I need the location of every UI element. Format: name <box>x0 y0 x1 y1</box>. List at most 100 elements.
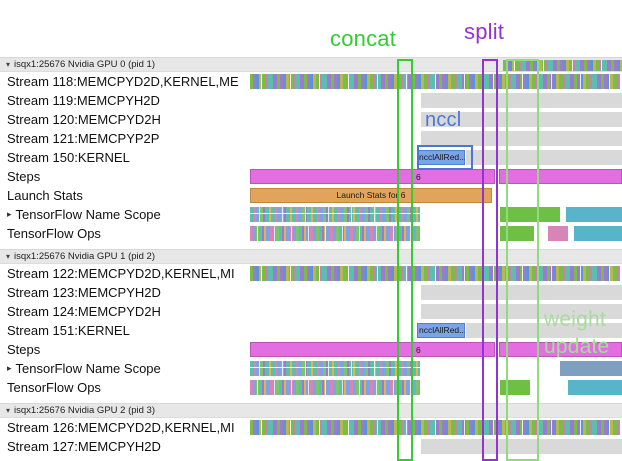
gpu-section: ▾ isqx1:25676 Nvidia GPU 1 (pid 2) Stream … <box>0 249 622 397</box>
idle-band <box>421 304 622 319</box>
trace-event-cluster[interactable] <box>503 60 622 71</box>
nccl-annotation: nccl <box>425 109 462 131</box>
row-label: Stream 119:MEMCPYH2D <box>0 91 248 110</box>
nccl-allreduce-bar[interactable]: ncclAllRed... <box>417 323 465 338</box>
row-timeline <box>248 205 622 224</box>
section-header[interactable]: ▾ isqx1:25676 Nvidia GPU 1 (pid 2) <box>0 249 622 264</box>
row-timeline <box>248 378 622 397</box>
idle-band <box>421 439 622 454</box>
trace-row: Stream 150:KERNEL ncclAllRed... <box>0 148 622 167</box>
weight-update-line1: weight <box>544 308 606 331</box>
steps-bar[interactable]: 6 <box>250 169 495 184</box>
tf-op-bar[interactable] <box>574 226 622 241</box>
nccl-allreduce-bar[interactable]: ncclAllRed... <box>417 150 465 165</box>
section-title: isqx1:25676 Nvidia GPU 2 (pid 3) <box>14 405 156 416</box>
row-label-text: Stream 151:KERNEL <box>7 323 130 338</box>
section-header[interactable]: ▾ isqx1:25676 Nvidia GPU 0 (pid 1) <box>0 57 622 72</box>
trace-row: Stream 118:MEMCPYD2D,KERNEL,ME <box>0 72 622 91</box>
idle-band <box>421 131 622 146</box>
trace-row: Stream 124:MEMCPYD2H <box>0 302 622 321</box>
trace-event-label: ncclAllRed... <box>419 152 465 163</box>
section-header[interactable]: ▾ isqx1:25676 Nvidia GPU 2 (pid 3) <box>0 403 622 418</box>
row-label: Stream 150:KERNEL <box>0 148 248 167</box>
row-label: Stream 122:MEMCPYD2D,KERNEL,MI <box>0 264 248 283</box>
tf-op-bar[interactable] <box>548 226 568 241</box>
trace-row: Steps 6 <box>0 167 622 186</box>
row-label: ▸ TensorFlow Name Scope <box>0 205 248 224</box>
trace-row: Stream 121:MEMCPYP2P <box>0 129 622 148</box>
trace-row: Steps 6 <box>0 340 622 359</box>
gpu-section: ▾ isqx1:25676 Nvidia GPU 2 (pid 3) Stream … <box>0 403 622 456</box>
row-label: Stream 120:MEMCPYD2H <box>0 110 248 129</box>
steps-bar[interactable] <box>499 342 622 357</box>
row-label: Stream 124:MEMCPYD2H <box>0 302 248 321</box>
row-label-text: Steps <box>7 169 41 184</box>
name-scope-bar[interactable] <box>500 207 560 222</box>
row-label: Stream 123:MEMCPYH2D <box>0 283 248 302</box>
row-label-text: TensorFlow Name Scope <box>15 361 161 376</box>
row-label: TensorFlow Ops <box>0 378 248 397</box>
launch-stats-bar[interactable]: Launch Stats for 6 <box>250 188 492 203</box>
collapse-arrow-icon[interactable]: ▾ <box>6 405 11 415</box>
row-label-text: Stream 122:MEMCPYD2D,KERNEL,MI <box>7 266 235 281</box>
trace-event-cluster[interactable] <box>250 266 620 281</box>
row-label: Stream 118:MEMCPYD2D,KERNEL,ME <box>0 72 248 91</box>
row-label-text: Stream 127:MEMCPYH2D <box>7 439 161 454</box>
idle-band <box>466 323 622 338</box>
row-label: Launch Stats <box>0 186 248 205</box>
tf-ops-cluster[interactable] <box>250 380 420 395</box>
row-timeline <box>248 437 622 456</box>
name-scope-bar[interactable] <box>566 207 622 222</box>
row-label-text: Stream 126:MEMCPYD2D,KERNEL,MI <box>7 420 235 435</box>
row-label: ▸ TensorFlow Name Scope <box>0 359 248 378</box>
row-timeline: ncclAllRed... <box>248 321 622 340</box>
tf-op-bar[interactable] <box>500 226 534 241</box>
row-timeline: Launch Stats for 6 <box>248 186 622 205</box>
row-label: Stream 151:KERNEL <box>0 321 248 340</box>
section-title: isqx1:25676 Nvidia GPU 0 (pid 1) <box>14 59 156 70</box>
collapse-arrow-icon[interactable]: ▾ <box>6 59 11 69</box>
row-timeline <box>248 110 622 129</box>
row-label-text: Steps <box>7 342 41 357</box>
row-label: Steps <box>0 167 248 186</box>
expand-arrow-icon[interactable]: ▸ <box>7 363 12 373</box>
idle-band <box>421 112 622 127</box>
trace-row: Stream 127:MEMCPYH2D <box>0 437 622 456</box>
row-label-text: TensorFlow Ops <box>7 226 101 241</box>
split-marker-box <box>482 59 498 461</box>
concat-marker-box <box>397 59 413 461</box>
concat-annotation: concat <box>330 26 397 51</box>
row-label-text: Stream 124:MEMCPYD2H <box>7 304 161 319</box>
row-timeline <box>248 418 622 437</box>
trace-event-cluster[interactable] <box>250 74 620 89</box>
row-label-text: Stream 118:MEMCPYD2D,KERNEL,ME <box>7 74 239 89</box>
name-scope-cluster[interactable] <box>250 361 420 376</box>
row-label-text: Stream 120:MEMCPYD2H <box>7 112 161 127</box>
trace-row: Stream 120:MEMCPYD2H <box>0 110 622 129</box>
trace-event-label: 6 <box>416 345 421 355</box>
header-timeline <box>248 58 622 71</box>
row-label-text: Stream 121:MEMCPYP2P <box>7 131 160 146</box>
name-scope-cluster[interactable] <box>250 207 420 222</box>
collapse-arrow-icon[interactable]: ▾ <box>6 251 11 261</box>
tf-op-bar[interactable] <box>568 380 622 395</box>
trace-row: ▸ TensorFlow Name Scope <box>0 359 622 378</box>
steps-bar[interactable]: 6 <box>250 342 495 357</box>
steps-bar[interactable] <box>499 169 622 184</box>
name-scope-bar[interactable] <box>560 361 622 376</box>
trace-row: Stream 122:MEMCPYD2D,KERNEL,MI <box>0 264 622 283</box>
expand-arrow-icon[interactable]: ▸ <box>7 209 12 219</box>
trace-event-cluster[interactable] <box>250 420 620 435</box>
row-timeline <box>248 72 622 91</box>
trace-row: TensorFlow Ops <box>0 224 622 243</box>
trace-row: Stream 119:MEMCPYH2D <box>0 91 622 110</box>
split-annotation: split <box>464 19 505 44</box>
trace-row: TensorFlow Ops <box>0 378 622 397</box>
trace-row: ▸ TensorFlow Name Scope <box>0 205 622 224</box>
trace-row: Launch Stats Launch Stats for 6 <box>0 186 622 205</box>
row-label-text: TensorFlow Name Scope <box>15 207 161 222</box>
tf-ops-cluster[interactable] <box>250 226 420 241</box>
row-timeline: ncclAllRed... <box>248 148 622 167</box>
row-timeline <box>248 283 622 302</box>
